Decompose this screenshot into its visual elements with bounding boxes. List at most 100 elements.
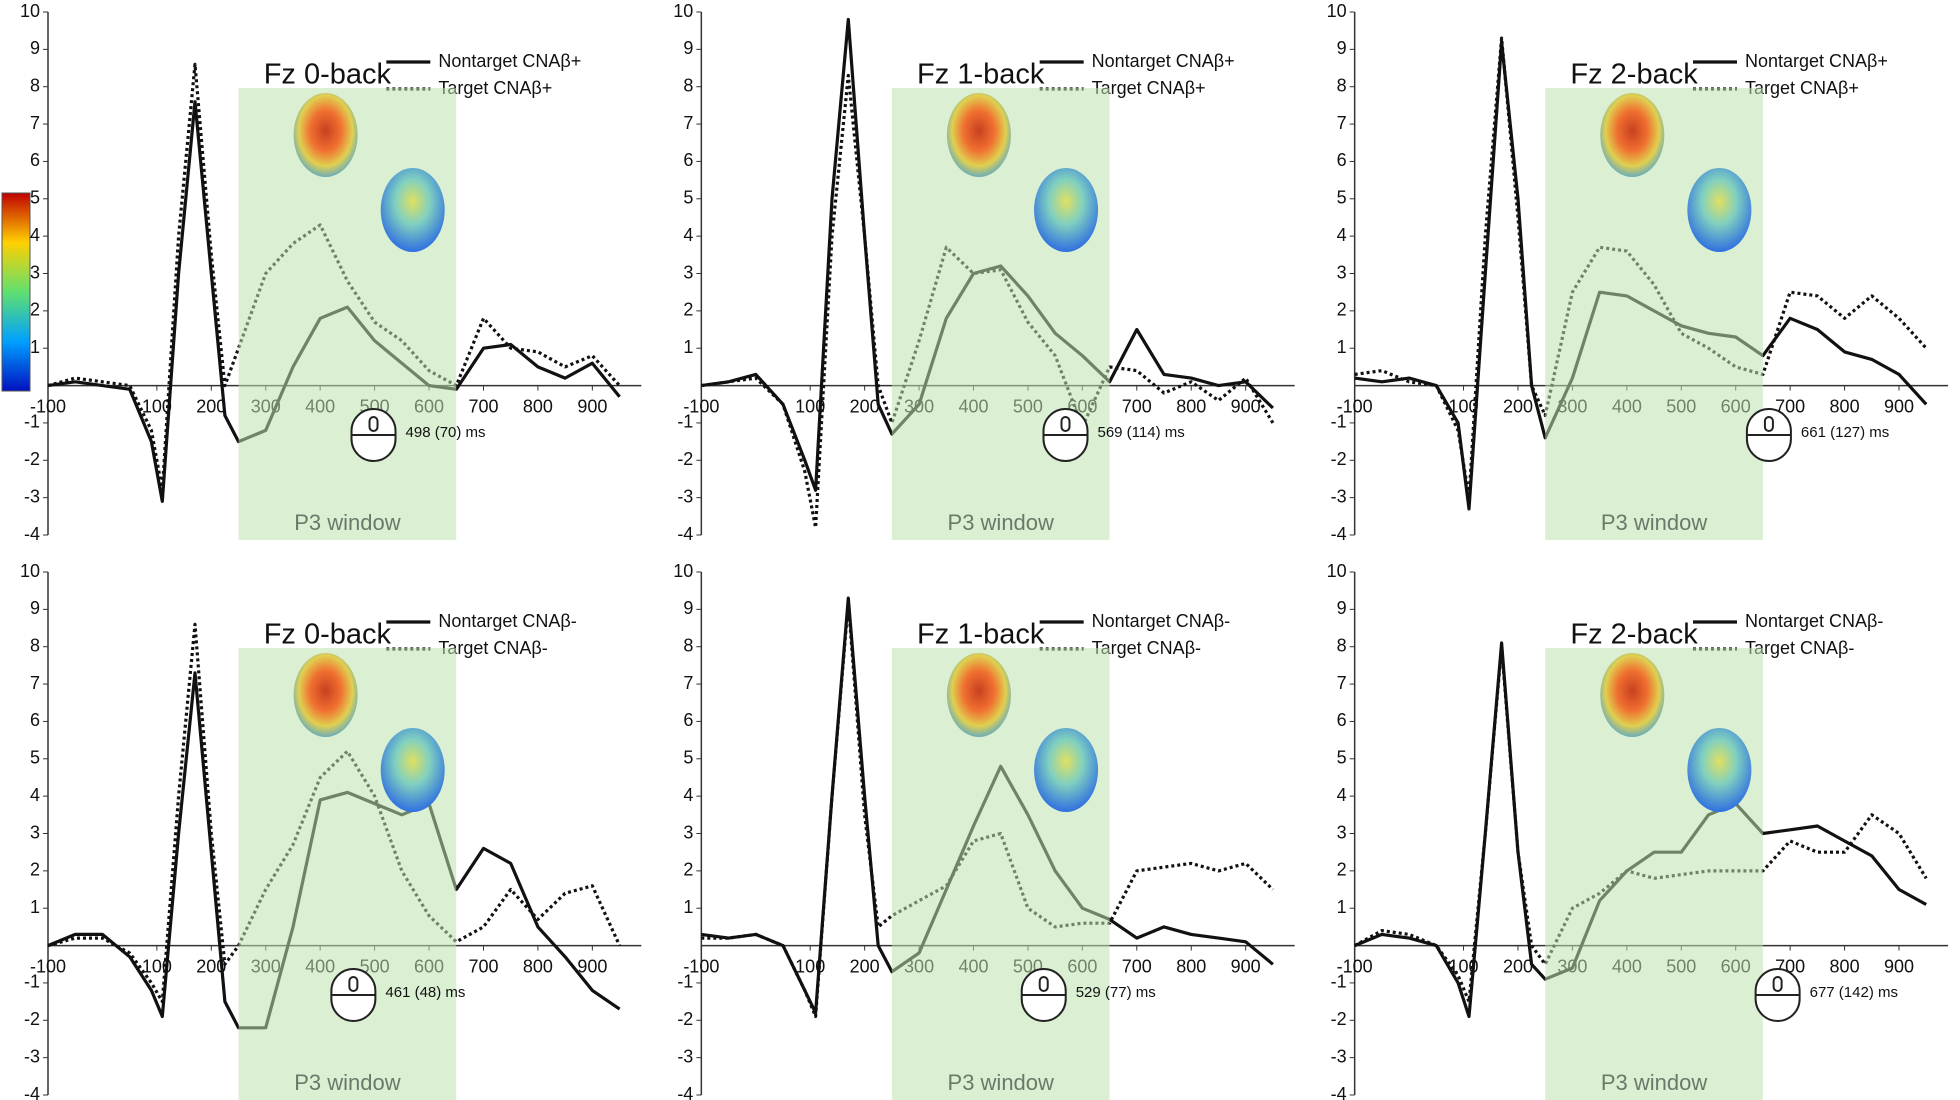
y-tick-label: 7 (30, 673, 40, 693)
y-tick-label: 4 (30, 785, 40, 805)
scalp-map (380, 728, 445, 812)
x-tick-label: 900 (1884, 956, 1914, 976)
y-tick-label: 4 (683, 225, 693, 245)
x-tick-label: 800 (1830, 396, 1860, 416)
mouse-icon (1763, 416, 1774, 432)
y-tick-label: -1 (677, 972, 693, 992)
y-tick-label: 8 (30, 75, 40, 95)
legend-label: Nontarget CNAβ+ (1745, 51, 1888, 71)
series-line (1354, 36, 1928, 500)
y-tick-label: 2 (30, 300, 40, 320)
y-tick-label: -2 (24, 449, 40, 469)
y-tick-label: 9 (30, 598, 40, 618)
y-tick-label: 9 (30, 38, 40, 58)
y-tick-label: 3 (683, 262, 693, 282)
x-tick-label: 100 (142, 396, 172, 416)
y-tick-label: 2 (1337, 860, 1347, 880)
y-tick-label: -3 (1331, 1046, 1347, 1066)
y-tick-label: 6 (30, 150, 40, 170)
y-tick-label: 10 (20, 561, 40, 581)
scalp-map (1687, 728, 1752, 812)
y-tick-label: 6 (1337, 150, 1347, 170)
y-tick-label: -2 (24, 1009, 40, 1029)
legend-label: Nontarget CNAβ+ (438, 51, 581, 71)
y-tick-label: 1 (683, 897, 693, 917)
chart-title: Fz 2-back (1570, 59, 1698, 91)
y-tick-label: -3 (677, 486, 693, 506)
y-tick-label: 2 (30, 860, 40, 880)
y-tick-label: -3 (677, 1046, 693, 1066)
scalp-map (946, 653, 1011, 737)
y-tick-label: -1 (1331, 412, 1347, 432)
legend-label: Target CNAβ- (438, 638, 547, 658)
legend-label: Target CNAβ- (1745, 638, 1854, 658)
y-tick-label: 1 (1337, 897, 1347, 917)
y-tick-label: 5 (683, 748, 693, 768)
window-label: P3 window (294, 510, 401, 535)
mouse-icon (1038, 976, 1049, 992)
legend-label: Nontarget CNAβ- (1092, 611, 1230, 631)
scalp-map (1687, 168, 1752, 252)
x-tick-label: -100 (1337, 956, 1373, 976)
y-tick-label: 1 (30, 897, 40, 917)
y-tick-label: -4 (677, 524, 693, 544)
x-tick-label: 800 (1176, 956, 1206, 976)
x-tick-label: 900 (577, 956, 607, 976)
scalp-map (380, 168, 445, 252)
y-tick-label: 10 (1327, 1, 1347, 21)
y-tick-label: 7 (1337, 673, 1347, 693)
y-tick-label: 9 (683, 38, 693, 58)
y-tick-label: 8 (1337, 75, 1347, 95)
scalp-map (293, 93, 358, 177)
scalp-map (1600, 93, 1665, 177)
rt-label: 461 (48) ms (385, 984, 465, 1001)
y-tick-label: 1 (1337, 337, 1347, 357)
x-tick-label: 100 (795, 396, 825, 416)
x-tick-label: 700 (1775, 396, 1805, 416)
x-tick-label: 200 (196, 396, 226, 416)
y-tick-label: 6 (683, 710, 693, 730)
x-tick-label: 800 (1830, 956, 1860, 976)
y-tick-label: 6 (683, 150, 693, 170)
x-tick-label: -100 (683, 396, 719, 416)
y-tick-label: 8 (1337, 635, 1347, 655)
y-tick-label: 4 (683, 785, 693, 805)
y-tick-label: 4 (1337, 785, 1347, 805)
x-tick-label: 700 (468, 956, 498, 976)
y-tick-label: 9 (683, 598, 693, 618)
x-tick-label: 700 (468, 396, 498, 416)
y-tick-label: 6 (30, 710, 40, 730)
mouse-icon (348, 976, 359, 992)
y-tick-label: 2 (683, 300, 693, 320)
y-tick-label: 7 (683, 113, 693, 133)
y-tick-label: 1 (683, 337, 693, 357)
y-tick-label: 7 (30, 113, 40, 133)
rt-label: 569 (114) ms (1097, 424, 1184, 441)
scalp-map (1600, 653, 1665, 737)
series-line (47, 62, 621, 492)
y-tick-label: -2 (1331, 1009, 1347, 1029)
y-tick-label: 5 (30, 748, 40, 768)
chart-title: Fz 1-back (917, 59, 1045, 91)
y-tick-label: 8 (683, 635, 693, 655)
legend-label: Target CNAβ+ (438, 78, 552, 98)
x-tick-label: 200 (850, 396, 880, 416)
y-tick-label: 10 (1327, 561, 1347, 581)
y-tick-label: -2 (1331, 449, 1347, 469)
window-label: P3 window (294, 1070, 401, 1095)
y-tick-label: 7 (1337, 113, 1347, 133)
x-tick-label: -100 (1337, 396, 1373, 416)
y-tick-label: -1 (677, 412, 693, 432)
y-tick-label: -3 (24, 1046, 40, 1066)
y-tick-label: 2 (683, 860, 693, 880)
y-tick-label: 7 (683, 673, 693, 693)
y-tick-label: -4 (24, 1084, 40, 1100)
y-tick-label: -2 (677, 1009, 693, 1029)
y-tick-label: 4 (1337, 225, 1347, 245)
mouse-icon (368, 416, 379, 432)
window-label: P3 window (1601, 510, 1708, 535)
y-tick-label: 3 (1337, 262, 1347, 282)
rt-label: 677 (142) ms (1810, 984, 1898, 1001)
x-tick-label: 800 (1176, 396, 1206, 416)
x-tick-label: 800 (523, 956, 553, 976)
